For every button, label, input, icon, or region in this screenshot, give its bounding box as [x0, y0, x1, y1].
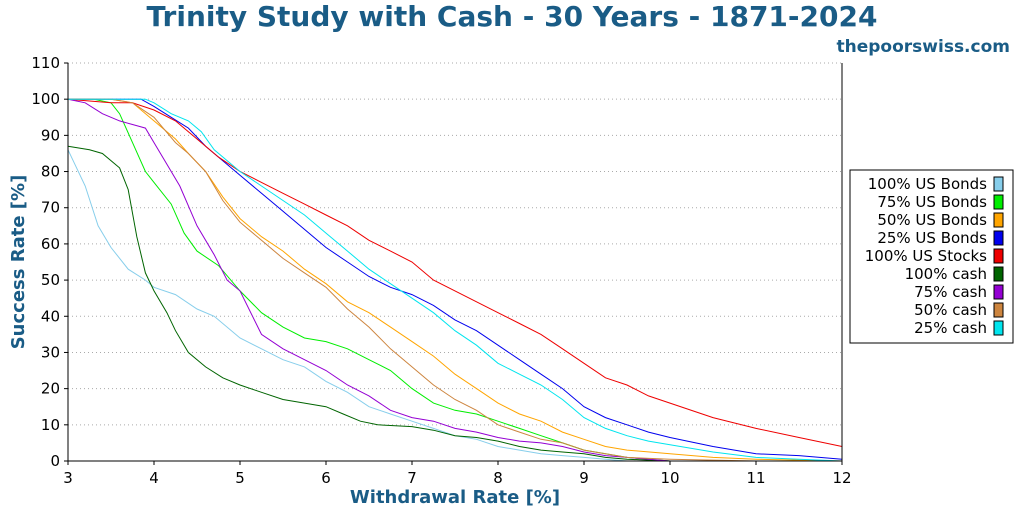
y-tick-label-5: 50 [41, 271, 60, 289]
y-tick-label-11: 110 [31, 54, 60, 72]
legend-swatch-8 [993, 320, 1004, 336]
y-tick-label-3: 30 [41, 343, 60, 361]
x-tick-label-0: 3 [63, 469, 73, 487]
legend-swatch-2 [993, 212, 1004, 228]
y-tick-label-10: 100 [31, 90, 60, 108]
legend-swatch-7 [993, 302, 1004, 318]
x-tick-label-5: 8 [493, 469, 503, 487]
legend-label-0: 100% US Bonds [868, 175, 987, 193]
y-tick-label-7: 70 [41, 199, 60, 217]
legend-swatch-0 [993, 176, 1004, 192]
y-tick-label-6: 60 [41, 235, 60, 253]
series-line-6 [67, 98, 842, 462]
legend-label-1: 75% US Bonds [877, 193, 987, 211]
y-tick-label-9: 90 [41, 126, 60, 144]
x-tick-label-1: 4 [149, 469, 159, 487]
chart-title: Trinity Study with Cash - 30 Years - 187… [147, 0, 878, 33]
legend-label-7: 50% cash [914, 301, 987, 319]
series-lines [67, 98, 843, 462]
chart-subtitle: thepoorswiss.com [837, 37, 1011, 57]
legend-swatch-3 [993, 230, 1004, 246]
x-tick-label-4: 7 [407, 469, 417, 487]
series-line-7 [68, 98, 842, 462]
x-tick-label-9: 12 [832, 469, 851, 487]
legend-swatch-1 [993, 194, 1004, 210]
legend-swatch-6 [993, 284, 1004, 300]
legend-label-6: 75% cash [914, 283, 987, 301]
series-line-8 [68, 98, 843, 462]
x-axis-label: Withdrawal Rate [%] [350, 487, 560, 508]
y-tick-label-0: 0 [50, 452, 60, 470]
legend-label-8: 25% cash [914, 319, 987, 337]
y-axis-label: Success Rate [%] [8, 175, 29, 350]
x-tick-label-6: 9 [579, 469, 589, 487]
legend-label-5: 100% cash [905, 265, 987, 283]
series-line-5 [67, 145, 842, 462]
axes: 0 10 20 30 40 50 60 70 80 90 100 110 3 4 5 6 7 8 9 10 11 12 [31, 54, 851, 487]
series-line-0 [67, 149, 842, 462]
x-tick-label-7: 10 [660, 469, 679, 487]
y-tick-label-4: 40 [41, 307, 60, 325]
gridlines [68, 62, 842, 426]
y-tick-label-2: 20 [41, 380, 60, 398]
legend-label-3: 25% US Bonds [877, 229, 987, 247]
legend-label-4: 100% US Stocks [865, 247, 987, 265]
series-line-3 [68, 98, 843, 460]
y-tick-label-1: 10 [41, 416, 60, 434]
series-line-4 [67, 98, 843, 447]
x-tick-label-8: 11 [746, 469, 765, 487]
x-tick-label-3: 6 [321, 469, 331, 487]
x-tick-label-2: 5 [235, 469, 245, 487]
legend-label-2: 50% US Bonds [877, 211, 987, 229]
y-tick-label-8: 80 [41, 163, 60, 181]
legend-swatch-4 [993, 248, 1004, 264]
legend-box [849, 169, 1014, 344]
legend-swatch-5 [993, 266, 1004, 282]
